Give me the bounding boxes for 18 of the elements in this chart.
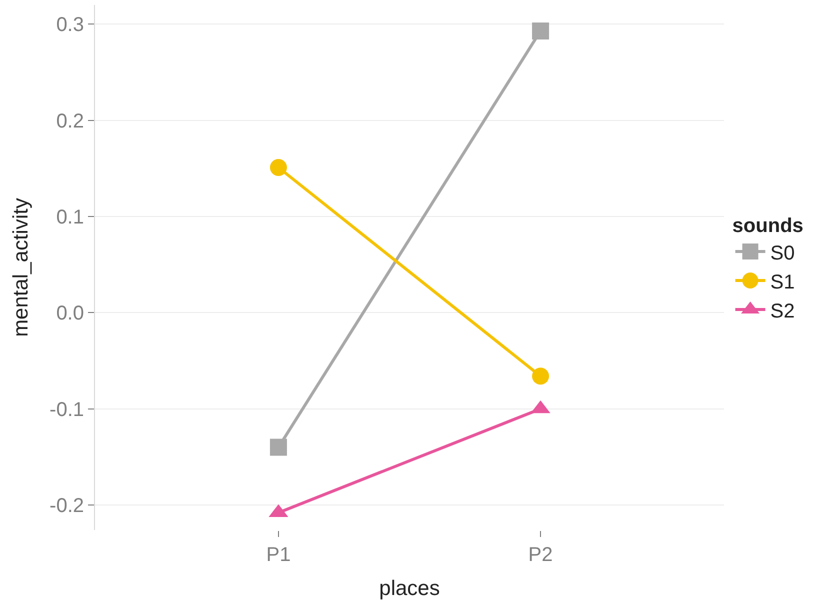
x-axis-title: places [379, 577, 440, 600]
y-tick-label: 0.3 [56, 14, 84, 36]
x-tick-label: P1 [266, 544, 291, 566]
legend-label: S2 [770, 300, 795, 322]
legend-label: S0 [770, 242, 795, 264]
y-tick-label: 0.2 [56, 110, 84, 132]
point [270, 438, 287, 456]
y-tick-label: -0.1 [50, 398, 84, 421]
legend-label: S1 [770, 271, 795, 294]
y-axis-title: mental_activity [10, 198, 33, 337]
point [532, 368, 550, 385]
point [532, 22, 550, 40]
y-tick-label: 0.0 [56, 302, 84, 325]
y-tick-label: -0.2 [50, 495, 84, 517]
y-tick-label: 0.1 [56, 206, 84, 229]
legend-title: sounds [732, 215, 804, 237]
x-tick-label: P2 [528, 544, 553, 566]
point [270, 159, 287, 176]
